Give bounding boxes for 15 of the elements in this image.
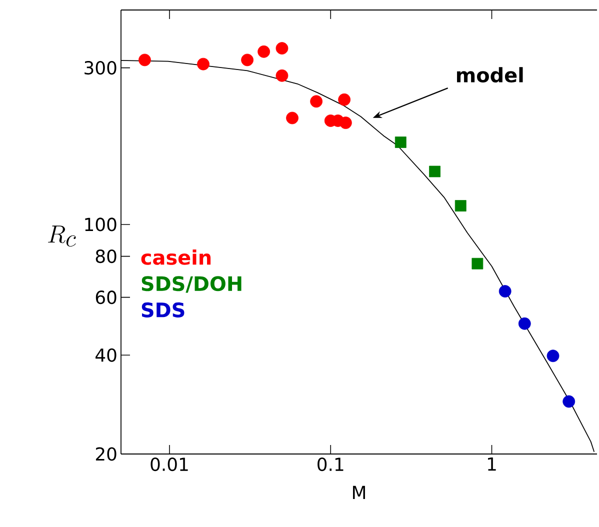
text: casein bbox=[141, 249, 211, 265]
y-tick-label: 40 bbox=[96, 348, 116, 362]
x-tick-label: 0.1 bbox=[318, 458, 344, 472]
y-tick-label: 100 bbox=[85, 218, 116, 232]
y-tick-label: 300 bbox=[84, 61, 116, 75]
y-tick-label: 60 bbox=[96, 290, 116, 304]
y-axis-title: $R_c$ bbox=[48, 226, 76, 247]
x-axis-title: M bbox=[353, 486, 365, 499]
y-tick-label: 20 bbox=[96, 447, 116, 461]
x-tick-label: 1 bbox=[488, 458, 496, 471]
text: SDS bbox=[142, 302, 184, 318]
y-tick-label: 80 bbox=[96, 250, 116, 264]
text: SDS/DOH bbox=[142, 276, 242, 293]
annotation: model bbox=[457, 67, 523, 83]
x-tick-label: 0.01 bbox=[150, 458, 188, 472]
